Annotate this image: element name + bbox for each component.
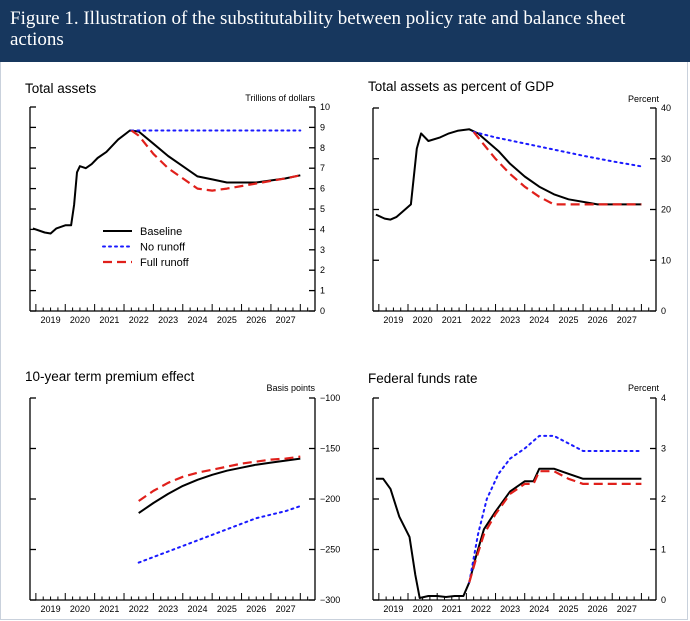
y-axis-unit-label: Percent <box>628 383 660 393</box>
y-tick-label: 6 <box>320 184 325 194</box>
x-tick-label: 2021 <box>99 315 119 325</box>
x-tick-label: 2025 <box>217 315 237 325</box>
series-line-no-runoff <box>468 434 643 584</box>
y-tick-label: 3 <box>661 444 666 454</box>
y-tick-label: 1 <box>661 545 666 555</box>
chart-title: Total assets as percent of GDP <box>368 79 554 94</box>
x-tick-label: 2023 <box>500 604 520 614</box>
x-tick-label: 2024 <box>529 315 549 325</box>
y-axis-unit-label: Trillions of dollars <box>245 93 315 103</box>
x-tick-label: 2024 <box>529 604 549 614</box>
x-tick-label: 2019 <box>41 315 61 325</box>
x-tick-label: 2020 <box>413 315 433 325</box>
y-axis-unit-label: Basis points <box>266 383 315 393</box>
x-tick-label: 2020 <box>70 604 90 614</box>
series-line-full-runoff <box>130 129 301 192</box>
series-line-full-runoff <box>468 470 642 583</box>
legend: Baseline No runoff Full runoff <box>102 226 190 269</box>
y-tick-label: 2 <box>661 494 666 504</box>
chart-title: Federal funds rate <box>368 371 478 386</box>
y-tick-label: 1 <box>320 286 325 296</box>
chart-title: 10-year term premium effect <box>25 369 195 384</box>
series-line-baseline <box>32 129 301 235</box>
y-tick-label: 40 <box>661 103 671 113</box>
x-tick-label: 2020 <box>413 604 433 614</box>
x-tick-label: 2020 <box>70 315 90 325</box>
x-tick-label: 2027 <box>276 604 296 614</box>
figure-frame <box>0 62 688 620</box>
y-tick-label: 5 <box>320 204 325 214</box>
y-tick-label: 2 <box>320 265 325 275</box>
x-tick-label: 2022 <box>129 315 149 325</box>
x-tick-label: 2027 <box>617 604 637 614</box>
y-tick-label: 30 <box>661 154 671 164</box>
y-tick-label: 4 <box>320 224 325 234</box>
y-tick-label: −150 <box>320 444 340 454</box>
chart-fed-funds: Federal funds rate Percent 0 1 2 3 4 2019 2020 20… <box>368 371 666 614</box>
y-tick-label: 9 <box>320 122 325 132</box>
x-tick-label: 2026 <box>588 604 608 614</box>
x-tick-label: 2023 <box>500 315 520 325</box>
x-tick-label: 2025 <box>558 604 578 614</box>
x-tick-label: 2027 <box>617 315 637 325</box>
legend-label-no-runoff: No runoff <box>140 242 186 254</box>
y-tick-label: −200 <box>320 494 340 504</box>
legend-label-full-runoff: Full runoff <box>140 257 190 269</box>
x-tick-label: 2021 <box>99 604 119 614</box>
figure-header: Figure 1. Illustration of the substituta… <box>0 0 690 62</box>
series-line-no-runoff <box>137 505 302 564</box>
y-tick-label: −250 <box>320 545 340 555</box>
y-tick-label: 10 <box>320 102 330 112</box>
x-tick-label: 2021 <box>442 315 462 325</box>
legend-label-baseline: Baseline <box>140 226 182 238</box>
x-tick-label: 2022 <box>471 604 491 614</box>
chart-total-assets: Total assets Trillions of dollars 0 1 2 3 4 5 6 7… <box>25 81 330 325</box>
y-tick-label: 3 <box>320 245 325 255</box>
series-line-full-runoff <box>472 131 642 206</box>
series-line-baseline <box>375 467 642 599</box>
x-tick-label: 2023 <box>158 315 178 325</box>
x-tick-label: 2019 <box>383 315 403 325</box>
series-line-baseline <box>138 457 301 514</box>
x-tick-label: 2027 <box>276 315 296 325</box>
y-axis-unit-label: Percent <box>628 94 660 104</box>
x-tick-label: 2025 <box>217 604 237 614</box>
series-line-baseline <box>375 128 642 221</box>
chart-title: Total assets <box>25 81 97 96</box>
series-line-full-runoff <box>138 455 301 502</box>
x-tick-label: 2023 <box>158 604 178 614</box>
x-tick-label: 2021 <box>442 604 462 614</box>
y-tick-label: 4 <box>661 393 666 403</box>
y-tick-label: 0 <box>320 306 325 316</box>
x-tick-label: 2024 <box>187 604 207 614</box>
y-tick-label: 20 <box>661 205 671 215</box>
y-tick-label: 10 <box>661 255 671 265</box>
x-tick-label: 2025 <box>558 315 578 325</box>
x-tick-label: 2019 <box>41 604 61 614</box>
y-tick-label: 8 <box>320 143 325 153</box>
chart-assets-gdp: Total assets as percent of GDP Percent 0 10… <box>368 79 671 325</box>
y-tick-label: 7 <box>320 163 325 173</box>
x-tick-label: 2022 <box>129 604 149 614</box>
x-tick-label: 2019 <box>383 604 403 614</box>
x-tick-label: 2022 <box>471 315 491 325</box>
figure-title: Figure 1. Illustration of the substituta… <box>10 8 626 50</box>
x-tick-label: 2026 <box>246 604 266 614</box>
y-tick-label: 0 <box>661 306 666 316</box>
series-line-no-runoff <box>472 130 643 168</box>
x-tick-label: 2026 <box>588 315 608 325</box>
y-tick-label: −100 <box>320 393 340 403</box>
x-tick-label: 2026 <box>246 315 266 325</box>
y-tick-label: −300 <box>320 595 340 605</box>
x-tick-label: 2024 <box>187 315 207 325</box>
y-tick-label: 0 <box>661 595 666 605</box>
